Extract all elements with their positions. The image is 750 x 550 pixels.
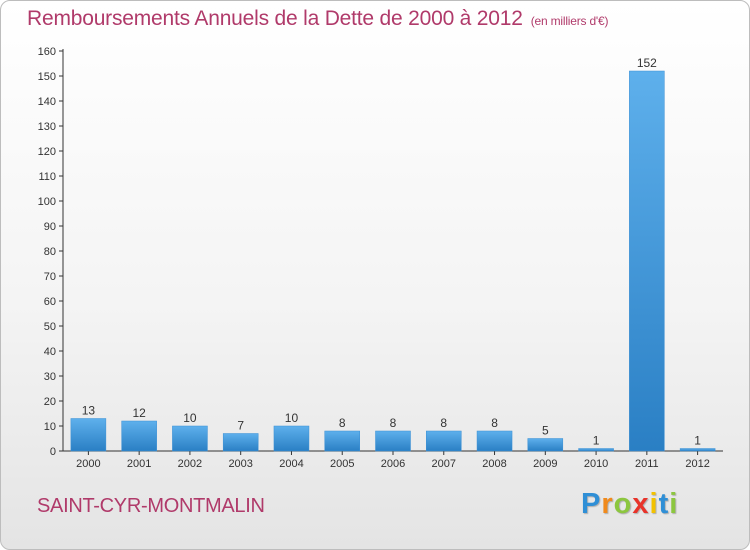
bar-2011 <box>629 70 665 452</box>
x-tick-label: 2005 <box>330 458 354 470</box>
y-tick-label: 50 <box>44 321 56 333</box>
proxiti-logo[interactable]: Proxiti <box>581 488 678 521</box>
logo-letter: x <box>632 488 650 520</box>
x-tick-label: 2006 <box>381 458 405 470</box>
y-tick-label: 130 <box>38 121 56 133</box>
bar-2007 <box>426 430 462 452</box>
bar-2005 <box>324 430 360 452</box>
x-tick-label: 2008 <box>482 458 506 470</box>
x-tick-label: 2009 <box>533 458 557 470</box>
value-labels: 13 12 10 7 10 8 8 8 8 5 1 152 1 <box>82 56 702 448</box>
logo-letter: o <box>613 488 633 520</box>
logo-letter: P <box>581 488 602 520</box>
bars <box>70 70 716 452</box>
x-tick-label: 2002 <box>178 458 202 470</box>
y-tick-label: 80 <box>44 246 56 258</box>
logo-letter: i <box>649 488 659 520</box>
value-label-2010: 1 <box>593 434 600 448</box>
y-tick-label: 60 <box>44 296 56 308</box>
bar-2003 <box>222 433 259 452</box>
value-label-2001: 12 <box>132 406 146 420</box>
y-tick-label: 70 <box>44 271 56 283</box>
bar-2009 <box>527 438 564 452</box>
y-tick-label: 110 <box>38 171 56 183</box>
bar-2010 <box>578 448 614 452</box>
bar-2012 <box>679 448 716 452</box>
y-tick-label: 90 <box>44 221 56 233</box>
value-label-2003: 7 <box>237 419 244 433</box>
x-tick-label: 2001 <box>127 458 151 470</box>
y-tick-label: 140 <box>38 96 56 108</box>
y-tick-label: 10 <box>44 421 56 433</box>
y-tick-label: 30 <box>44 371 56 383</box>
value-label-2002: 10 <box>183 411 197 425</box>
value-label-2000: 13 <box>82 404 96 418</box>
bar-2006 <box>375 430 411 452</box>
value-label-2012: 1 <box>694 434 701 448</box>
x-tick-label: 2011 <box>635 458 659 470</box>
bar-2001 <box>121 420 157 452</box>
value-label-2005: 8 <box>339 416 346 430</box>
commune-name: SAINT-CYR-MONTMALIN <box>37 495 265 517</box>
title-text: Remboursements Annuels de la Dette de 20… <box>27 7 523 30</box>
value-label-2009: 5 <box>542 424 549 438</box>
bar-2002 <box>172 425 208 452</box>
axes: 0102030405060708090100110120130140150160… <box>38 46 723 470</box>
y-tick-label: 100 <box>38 196 56 208</box>
value-label-2008: 8 <box>491 416 498 430</box>
x-tick-label: 2003 <box>228 458 252 470</box>
logo-letter: r <box>601 488 614 520</box>
value-label-2004: 10 <box>285 411 299 425</box>
y-tick-label: 120 <box>38 146 56 158</box>
x-tick-label: 2000 <box>76 458 100 470</box>
x-tick-label: 2007 <box>432 458 456 470</box>
y-tick-label: 160 <box>38 46 56 58</box>
logo-letter: i <box>669 488 679 520</box>
y-tick-label: 0 <box>50 446 56 458</box>
x-tick-label: 2012 <box>685 458 709 470</box>
x-tick-label: 2004 <box>279 458 303 470</box>
value-label-2007: 8 <box>440 416 447 430</box>
chart-title: Remboursements Annuels de la Dette de 20… <box>27 7 608 31</box>
unit-label: (en milliers d'€) <box>530 14 609 28</box>
bar-2000 <box>70 418 107 452</box>
value-label-2011: 152 <box>637 56 657 70</box>
logo-letter: t <box>658 488 670 520</box>
value-label-2006: 8 <box>390 416 397 430</box>
x-tick-label: 2010 <box>584 458 608 470</box>
bar-2008 <box>476 430 513 452</box>
bar-2004 <box>273 425 310 452</box>
y-tick-label: 20 <box>44 396 56 408</box>
y-tick-label: 150 <box>38 71 56 83</box>
y-tick-label: 40 <box>44 346 56 358</box>
